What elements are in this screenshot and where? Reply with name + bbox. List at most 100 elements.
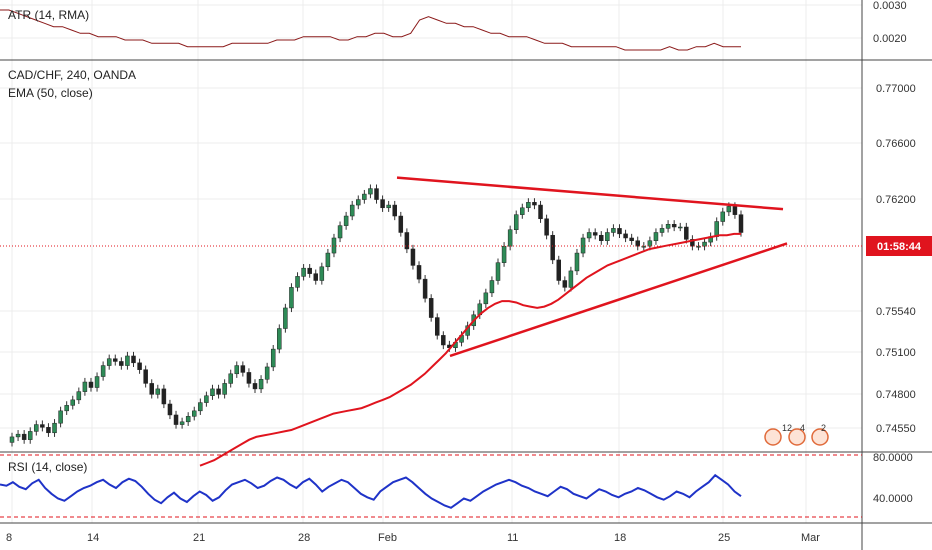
candle-body xyxy=(52,422,57,434)
badge-count: 2 xyxy=(821,423,826,433)
candle-body xyxy=(246,372,252,384)
candle-body xyxy=(228,373,233,384)
candle-body xyxy=(386,204,391,209)
candle-body xyxy=(574,252,580,272)
candle-body xyxy=(635,240,640,247)
candle-body xyxy=(349,204,355,217)
candle-body xyxy=(532,202,537,206)
symbol-label: CAD/CHF, 240, OANDA xyxy=(8,68,136,82)
candle-body xyxy=(428,298,434,318)
candle-body xyxy=(198,402,203,412)
candle-body xyxy=(501,245,507,263)
candle-body xyxy=(441,335,446,346)
price-tick: 0.75100 xyxy=(876,347,916,359)
candle-body xyxy=(270,348,276,368)
candle-body xyxy=(258,379,264,390)
candle-body xyxy=(556,259,561,281)
candle-body xyxy=(562,280,568,288)
candle-body xyxy=(21,433,27,440)
candle-body xyxy=(64,405,69,412)
candle-body xyxy=(210,388,215,397)
trendline-upper[interactable] xyxy=(396,176,784,211)
event-badge-icon[interactable] xyxy=(811,428,829,446)
event-badge-icon[interactable] xyxy=(788,428,806,446)
time-tick: 8 xyxy=(6,532,12,544)
candle-body xyxy=(495,262,501,281)
candle-body xyxy=(119,361,124,366)
candle-body xyxy=(404,232,410,250)
atr-label: ATR (14, RMA) xyxy=(8,8,89,22)
candle-body xyxy=(149,383,154,395)
candle-body xyxy=(702,241,707,247)
candle-body xyxy=(416,265,422,280)
candle-body xyxy=(605,232,610,241)
candle-body xyxy=(40,424,45,428)
time-tick: 25 xyxy=(718,532,730,544)
candle-body xyxy=(690,239,695,247)
candle-body xyxy=(319,266,325,281)
candle-body xyxy=(234,365,240,375)
candle-body xyxy=(343,215,349,226)
time-tick: 21 xyxy=(193,532,205,544)
candle-body xyxy=(34,424,39,432)
candle-body xyxy=(46,427,51,434)
candle-body xyxy=(252,383,258,390)
candle-body xyxy=(301,267,306,277)
candle-body xyxy=(161,388,167,405)
candle-body xyxy=(592,232,598,236)
candle-body xyxy=(623,233,628,239)
candle-body xyxy=(422,278,428,299)
time-tick: Feb xyxy=(378,532,397,544)
candle-body xyxy=(599,234,604,241)
time-tick: 14 xyxy=(87,532,99,544)
candle-body xyxy=(179,421,185,425)
candle-body xyxy=(125,355,130,366)
candle-body xyxy=(240,365,246,373)
candle-body xyxy=(325,252,331,268)
candle-body xyxy=(483,292,489,305)
rsi-tick: 80.0000 xyxy=(873,452,913,464)
price-tick: 0.76600 xyxy=(876,138,916,150)
candle-body xyxy=(513,214,519,230)
candle-body xyxy=(684,226,689,240)
candle-body xyxy=(671,224,677,228)
candle-body xyxy=(659,228,665,233)
current-price-tag xyxy=(866,236,932,256)
current-price-tag-text: 01:58:44 xyxy=(877,241,922,253)
candle-body xyxy=(738,214,744,233)
candle-body xyxy=(9,436,15,443)
badge-count: 4 xyxy=(800,423,805,433)
candle-body xyxy=(143,369,148,384)
rsi-tick: 40.0000 xyxy=(873,493,913,505)
candle-body xyxy=(538,204,543,220)
candle-body xyxy=(586,232,592,239)
candle-body xyxy=(277,328,282,350)
event-badge-icon[interactable] xyxy=(764,428,782,446)
candle-body xyxy=(544,218,549,236)
price-tick: 0.75540 xyxy=(876,306,916,318)
event-badges[interactable]: 12 4 2 xyxy=(764,423,829,446)
candle-body xyxy=(88,381,94,388)
candle-body xyxy=(410,248,416,266)
ema-label: EMA (50, close) xyxy=(8,86,93,100)
candles-group xyxy=(9,184,744,447)
candle-body xyxy=(617,228,622,235)
candle-body xyxy=(380,199,385,209)
candle-body xyxy=(356,199,361,206)
candle-body xyxy=(526,202,531,209)
atr-line xyxy=(0,9,741,51)
time-axis: 8 14 21 28 Feb 11 18 25 Mar xyxy=(6,532,820,544)
candle-body xyxy=(113,358,118,362)
candle-body xyxy=(106,358,112,366)
ema-line xyxy=(199,232,741,467)
price-tick: 0.74550 xyxy=(876,423,916,435)
trendline-lower[interactable] xyxy=(449,242,788,358)
price-tick: 0.76200 xyxy=(876,194,916,206)
candle-body xyxy=(398,215,404,233)
candle-body xyxy=(167,403,173,416)
candle-body xyxy=(82,381,88,392)
candle-body xyxy=(155,388,161,395)
candle-body xyxy=(641,245,647,248)
candle-body xyxy=(192,410,197,417)
